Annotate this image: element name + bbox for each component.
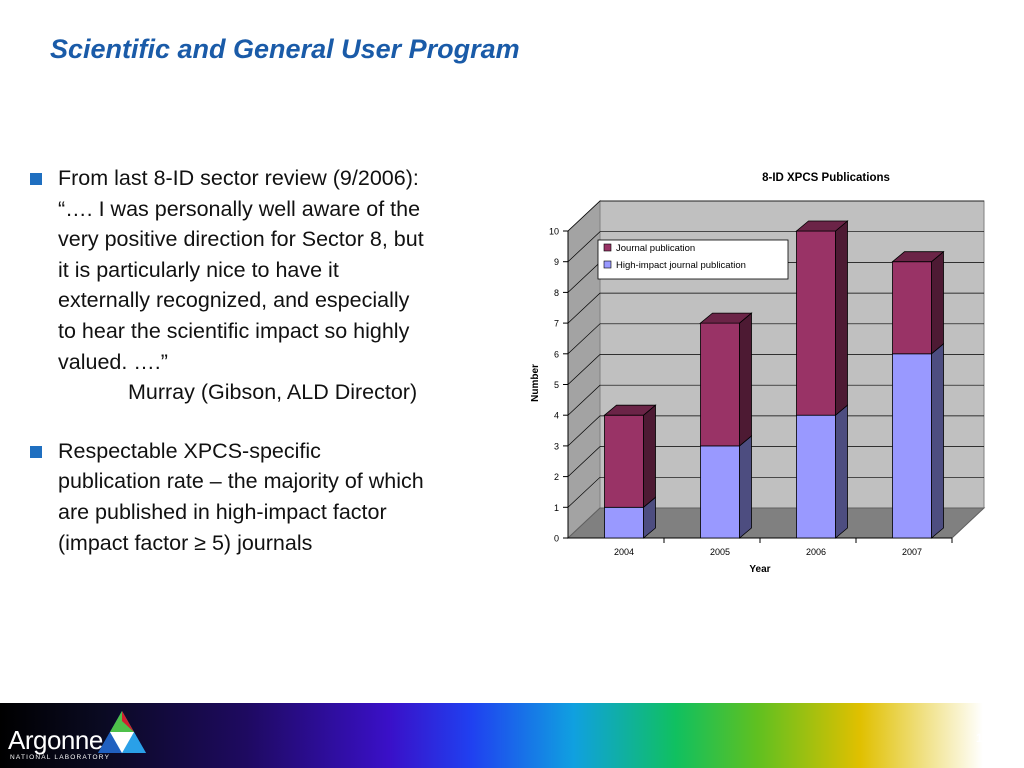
y-axis-label: Number <box>530 364 541 402</box>
bullet-text-line: externally recognized, and especially <box>58 288 410 313</box>
y-tick-label: 10 <box>549 227 559 237</box>
bullet-text-line: are published in high-impact factor <box>58 499 387 524</box>
legend-swatch <box>603 260 612 269</box>
gridline <box>567 200 984 232</box>
bullet-list: From last 8-ID sector review (9/2006): “… <box>28 163 498 586</box>
bullet-text-line: Respectable XPCS-specific <box>58 438 321 463</box>
bar-front-high-impact <box>892 353 932 539</box>
bar-front-journal <box>700 322 740 447</box>
bar-front-journal <box>796 230 836 416</box>
bullet-text-line: (impact factor ≥ 5) journals <box>58 530 313 555</box>
bar-side-journal <box>931 250 944 355</box>
y-tick-label: 2 <box>554 472 559 482</box>
bar-side-journal <box>739 312 752 447</box>
bullet-publication-rate: Respectable XPCS-specific publication ra… <box>28 436 498 558</box>
y-tick-label: 1 <box>554 503 559 513</box>
bar-front-high-impact <box>796 414 836 539</box>
y-tick-label: 9 <box>554 257 559 267</box>
chart-title: 8-ID XPCS Publications <box>762 172 890 184</box>
y-tick-label: 0 <box>554 534 559 544</box>
y-tick-label: 5 <box>554 380 559 390</box>
legend-swatch <box>603 243 612 252</box>
argonne-triangle-icon <box>98 711 146 753</box>
bar-top <box>795 220 849 232</box>
bullet-text-line: publication rate – the majority of which <box>58 469 424 494</box>
gridline <box>567 446 984 477</box>
bar-top <box>603 404 657 416</box>
x-tick-label: 2005 <box>710 547 730 557</box>
bullet-text-line: “…. I was personally well aware of the <box>58 196 421 221</box>
gridline <box>567 415 984 447</box>
slide-title: Scientific and General User Program <box>50 34 520 64</box>
legend-label: Journal publication <box>616 243 695 254</box>
bullet-text-line: valued. ….” <box>58 349 168 374</box>
chart-legend <box>597 239 789 280</box>
y-tick-label: 4 <box>554 411 559 421</box>
logo-wordmark: Argonne <box>8 725 103 755</box>
bar-side-high-impact <box>931 342 944 539</box>
bar-front-high-impact <box>700 445 740 539</box>
page-number: 15 <box>976 731 990 745</box>
bullet-text-line: it is particularly nice to have it <box>58 257 339 282</box>
bullet-text-line: From last 8-ID sector review (9/2006): <box>58 166 419 190</box>
bar-side-high-impact <box>739 435 752 539</box>
gridline <box>567 231 984 262</box>
gridline <box>567 384 984 416</box>
gridline <box>567 292 984 324</box>
x-tick-label: 2004 <box>614 547 634 557</box>
gridline <box>567 323 984 355</box>
bullet-square-icon <box>30 173 42 185</box>
bar-top <box>699 312 753 324</box>
bar-top <box>891 251 945 263</box>
gridline <box>567 476 984 508</box>
bar-front-journal <box>892 261 932 355</box>
y-tick-label: 7 <box>554 319 559 329</box>
bar-front-journal <box>604 414 644 508</box>
legend-label: High-impact journal publication <box>616 260 746 271</box>
y-tick-label: 8 <box>554 288 559 298</box>
gridline <box>567 354 984 385</box>
y-tick-label: 3 <box>554 441 559 451</box>
logo-subtext: NATIONAL LABORATORY <box>10 754 111 761</box>
x-tick-label: 2007 <box>902 547 922 557</box>
bullet-review-quote: From last 8-ID sector review (9/2006): “… <box>28 163 498 408</box>
x-axis-label: Year <box>749 564 770 575</box>
bar-side-high-impact <box>835 404 848 539</box>
bar-front-high-impact <box>604 506 644 539</box>
footer-bar: Argonne NATIONAL LABORATORY 15 <box>0 703 1024 768</box>
quote-attribution: Murray (Gibson, ALD Director) <box>128 380 418 405</box>
bar-side-journal <box>835 220 848 417</box>
y-tick-label: 6 <box>554 349 559 359</box>
x-tick-label: 2006 <box>806 547 826 557</box>
bullet-text-line: very positive direction for Sector 8, bu… <box>58 227 424 252</box>
bullet-square-icon <box>30 445 42 458</box>
publications-chart: 0 1 2 3 4 5 6 7 8 9 10 2004 2005 2006 2007 Journal publ… <box>530 172 986 575</box>
bullet-text-line: to hear the scientific impact so highly <box>58 318 410 343</box>
bar-side-journal <box>643 404 656 509</box>
